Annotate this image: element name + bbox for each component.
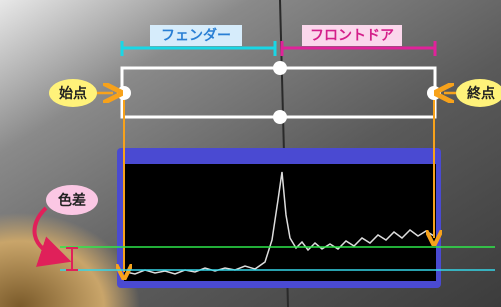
start-label: 始点: [59, 85, 87, 102]
diagram: フェンダー フロントドア 始点 終点 色差: [0, 0, 501, 307]
end-label: 終点: [467, 85, 495, 102]
fender-label: フェンダー: [161, 27, 231, 44]
door-label: フロントドア: [310, 28, 394, 44]
difference-label: 色差: [58, 192, 86, 209]
